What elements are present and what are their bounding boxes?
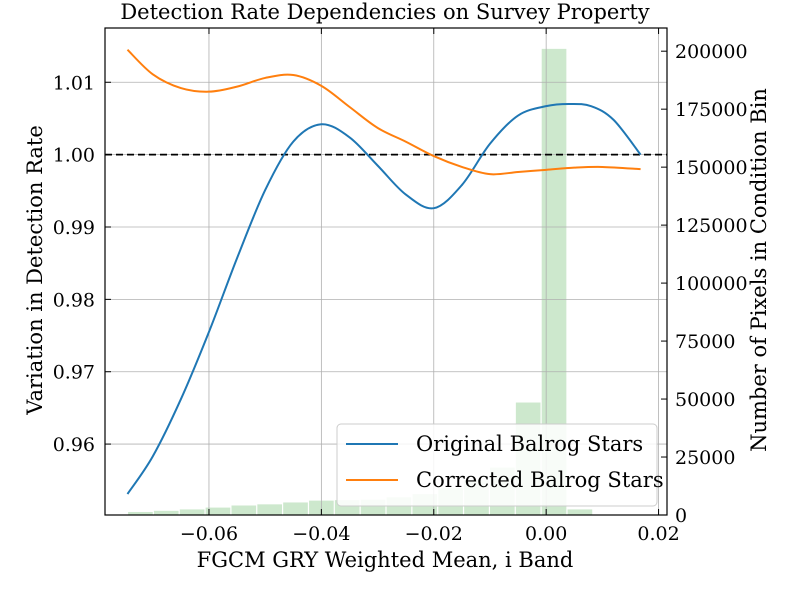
histogram-bar	[283, 502, 308, 515]
histogram-bar	[128, 511, 153, 515]
y2-tick-label: 175000	[675, 99, 748, 121]
y-tick-label: 1.01	[53, 72, 95, 94]
y2-tick-label: 25000	[675, 447, 735, 469]
plot-frame	[104, 27, 668, 516]
series-line-original	[126, 102, 642, 495]
histogram-bar	[257, 504, 282, 515]
x-axis-title: FGCM GRY Weighted Mean, i Band	[197, 548, 574, 572]
y2-tick-label: 200000	[675, 41, 748, 63]
histogram-bar	[231, 505, 257, 515]
legend: Original Balrog Stars Corrected Balrog S…	[336, 423, 664, 507]
x-tick-label: 0.02	[637, 523, 679, 545]
y-axis-title: Variation in Detection Rate	[23, 125, 47, 416]
y2-tick-label: 125000	[675, 215, 748, 237]
legend-box	[336, 423, 658, 507]
y-tick-label: 0.97	[53, 362, 95, 384]
y-tick-label: 1.00	[53, 145, 95, 167]
y-tick-label: 0.99	[53, 217, 95, 239]
y2-tick-label: 150000	[675, 157, 748, 179]
y2-axis-title: Number of Pixels in Condition Bin	[747, 88, 771, 452]
histogram-bar	[179, 509, 205, 515]
x-tick-label: −0.04	[292, 523, 350, 545]
chart-title: Detection Rate Dependencies on Survey Pr…	[120, 0, 649, 24]
y-tick-label: 0.96	[53, 434, 95, 456]
y2-tick-label: 50000	[675, 389, 735, 411]
histogram-bar	[205, 507, 231, 515]
y2-tick-label: 75000	[675, 331, 735, 353]
histogram-bar	[153, 510, 179, 515]
series-lines	[126, 48, 642, 495]
x-tick-label: −0.02	[405, 523, 463, 545]
series-line-corrected	[126, 48, 641, 176]
histogram-bar	[567, 509, 593, 515]
y-tick-label: 0.98	[53, 289, 95, 311]
legend-label-original: Original Balrog Stars	[416, 432, 643, 456]
x-tick-label: −0.06	[180, 523, 238, 545]
legend-label-corrected: Corrected Balrog Stars	[416, 468, 664, 492]
axis-ticks: −0.06 −0.04 −0.02 0.00 0.02 0.96 0.97 0.98 0.99 1…	[53, 28, 748, 545]
y2-tick-label: 100000	[675, 273, 748, 295]
x-tick-label: 0.00	[525, 523, 567, 545]
y2-tick-label: 0	[675, 505, 687, 527]
